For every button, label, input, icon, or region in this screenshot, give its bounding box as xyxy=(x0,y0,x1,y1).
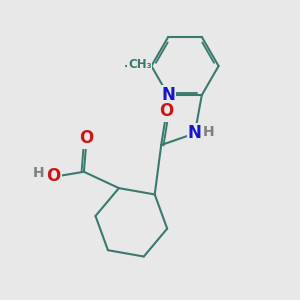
Text: O: O xyxy=(159,102,173,120)
Text: O: O xyxy=(46,167,61,185)
Text: N: N xyxy=(161,86,175,104)
Text: O: O xyxy=(79,129,93,147)
Text: H: H xyxy=(203,125,214,139)
Text: CH₃: CH₃ xyxy=(128,58,152,71)
Text: H: H xyxy=(32,166,44,180)
Text: N: N xyxy=(188,124,202,142)
